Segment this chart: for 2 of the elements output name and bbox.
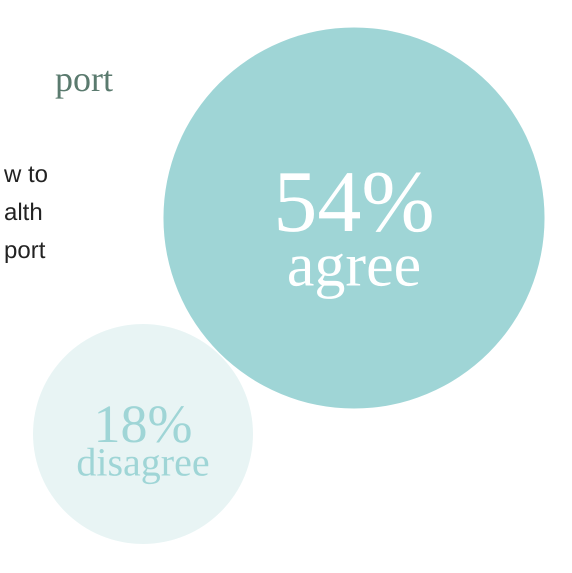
text: w to alth port [3,161,48,264]
text: port [55,59,113,99]
